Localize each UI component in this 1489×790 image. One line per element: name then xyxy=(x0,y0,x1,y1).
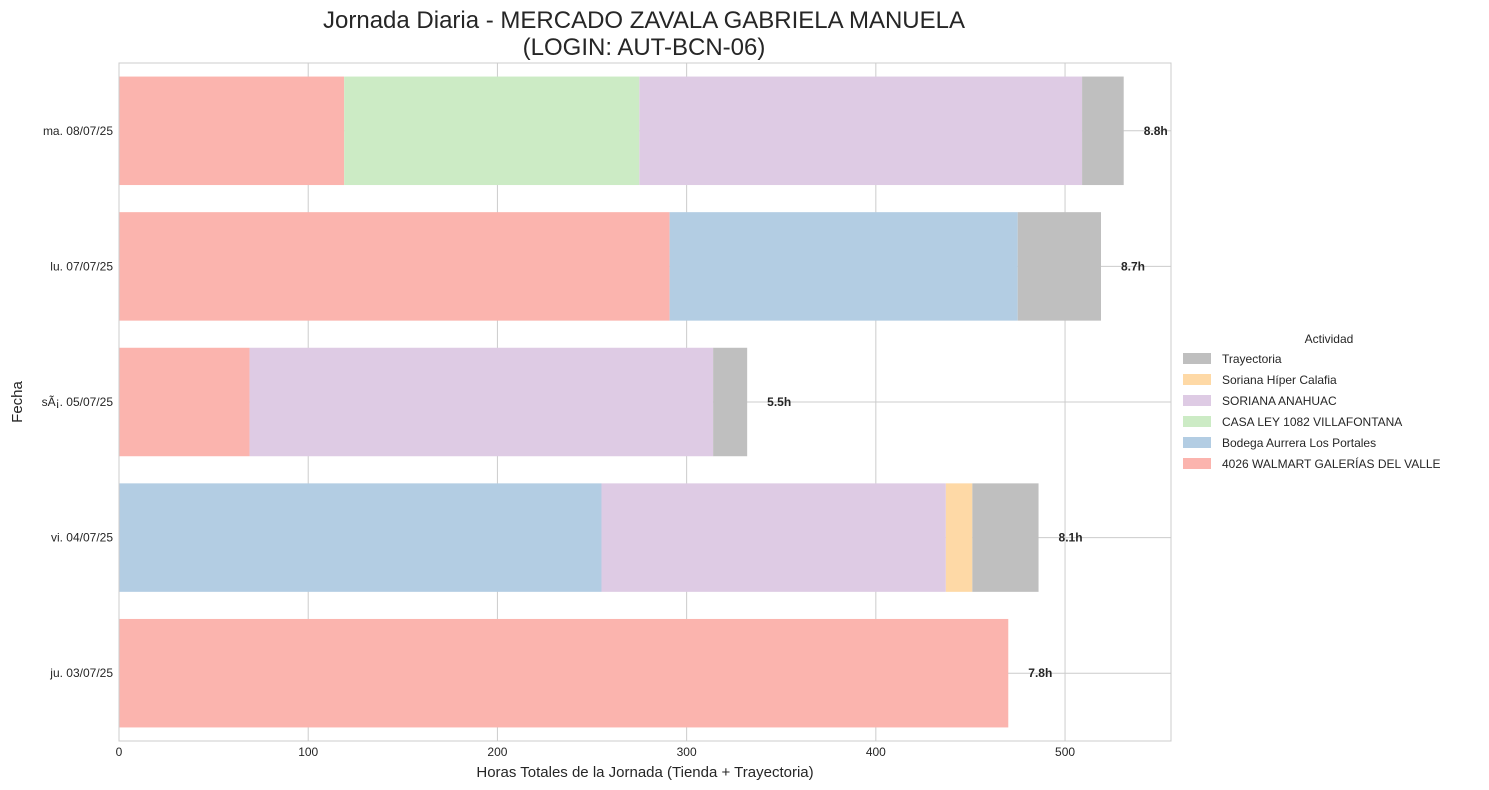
bar-segment xyxy=(119,483,602,592)
bar-total-label: 5.5h xyxy=(767,395,791,409)
y-tick-label: ju. 03/07/25 xyxy=(49,666,113,680)
axis-ticks: 0 100 200 300 400 500 ma. 08/07/25 lu. 07/07/25… xyxy=(42,124,1076,759)
bar-segment xyxy=(119,212,670,321)
bar-segment xyxy=(601,483,946,592)
bar-segment xyxy=(669,212,1018,321)
bar-segment xyxy=(945,483,973,592)
x-axis-label: Horas Totales de la Jornada (Tienda + Tr… xyxy=(476,764,813,781)
x-tick-label: 500 xyxy=(1055,745,1075,759)
bar-segment xyxy=(249,347,714,457)
legend-swatch xyxy=(1183,458,1211,469)
legend-swatch xyxy=(1183,416,1211,427)
chart-title-line1: Jornada Diaria - MERCADO ZAVALA GABRIELA… xyxy=(323,7,965,34)
legend-title: Actividad xyxy=(1305,332,1354,346)
y-tick-label: sÃ¡. 05/07/25 xyxy=(42,395,114,409)
legend-label: 4026 WALMART GALERÍAS DEL VALLE xyxy=(1222,456,1441,471)
legend-label: Soriana Híper Calafia xyxy=(1222,373,1337,387)
legend-swatch xyxy=(1183,437,1211,448)
bar-total-label: 8.1h xyxy=(1059,531,1083,545)
y-tick-label: lu. 07/07/25 xyxy=(50,259,113,273)
y-tick-label: vi. 04/07/25 xyxy=(51,531,113,545)
legend-label: CASA LEY 1082 VILLAFONTANA xyxy=(1222,415,1402,429)
x-tick-label: 400 xyxy=(866,745,886,759)
legend: Actividad Trayectoria Soriana Híper Calaf… xyxy=(1183,332,1441,471)
y-axis-label: Fecha xyxy=(9,381,26,423)
x-tick-label: 200 xyxy=(487,745,507,759)
bar-segment xyxy=(713,347,748,457)
bar-total-label: 8.8h xyxy=(1144,124,1168,138)
bar-segment xyxy=(119,347,250,457)
bar-segment xyxy=(119,76,345,186)
bar-segment xyxy=(344,76,640,186)
y-tick-label: ma. 08/07/25 xyxy=(43,124,113,138)
bar-total-label: 8.7h xyxy=(1121,259,1145,273)
legend-swatch xyxy=(1183,395,1211,406)
legend-label: Trayectoria xyxy=(1222,352,1282,366)
bar-segment xyxy=(639,76,1083,186)
bar-total-label: 7.8h xyxy=(1028,666,1052,680)
bar-segment xyxy=(1017,212,1101,321)
legend-swatch xyxy=(1183,374,1211,385)
legend-swatch xyxy=(1183,353,1211,364)
bar-segment xyxy=(1082,76,1124,186)
bar-segment xyxy=(119,618,1009,728)
legend-label: SORIANA ANAHUAC xyxy=(1222,394,1337,408)
legend-label: Bodega Aurrera Los Portales xyxy=(1222,436,1376,450)
bars: 8.8h 8.7h 5.5h 8.1h 7.8h xyxy=(119,76,1168,728)
chart-title-line2: (LOGIN: AUT-BCN-06) xyxy=(523,34,766,61)
x-tick-label: 0 xyxy=(116,745,123,759)
plot-frame xyxy=(118,62,1172,742)
bar-segment xyxy=(972,483,1039,592)
x-tick-label: 100 xyxy=(298,745,318,759)
x-tick-label: 300 xyxy=(677,745,697,759)
